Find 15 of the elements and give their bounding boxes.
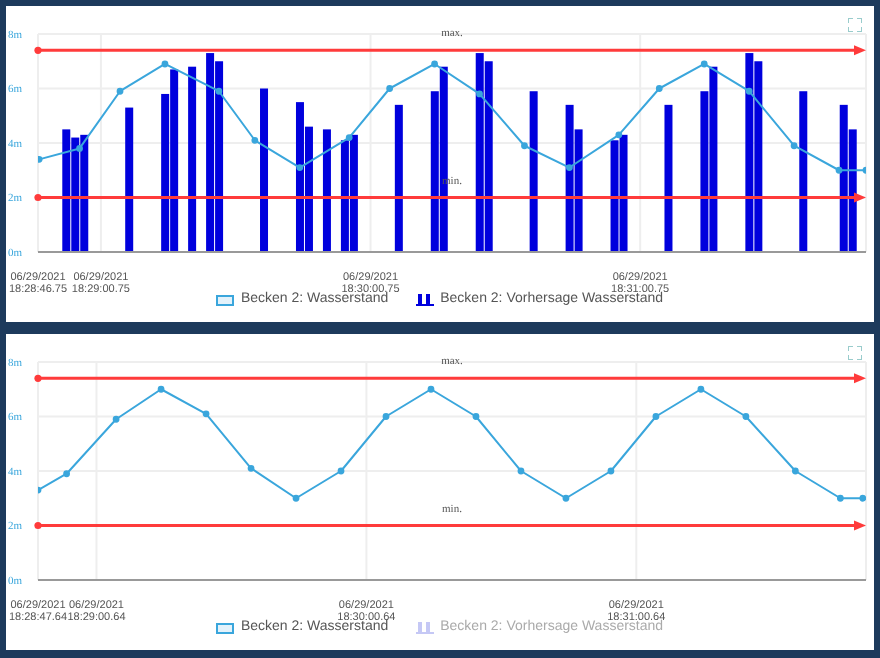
bar <box>745 53 754 252</box>
bar <box>62 129 71 252</box>
bar <box>125 107 134 252</box>
bar <box>260 88 269 252</box>
bar <box>529 91 538 252</box>
bar <box>619 134 628 252</box>
bar <box>484 61 493 252</box>
bar <box>664 104 673 252</box>
line-series <box>38 60 866 174</box>
bar <box>322 129 331 252</box>
bar <box>349 134 358 252</box>
bar <box>188 66 197 252</box>
bar <box>799 91 808 252</box>
bar <box>206 53 215 252</box>
bar <box>394 104 403 252</box>
